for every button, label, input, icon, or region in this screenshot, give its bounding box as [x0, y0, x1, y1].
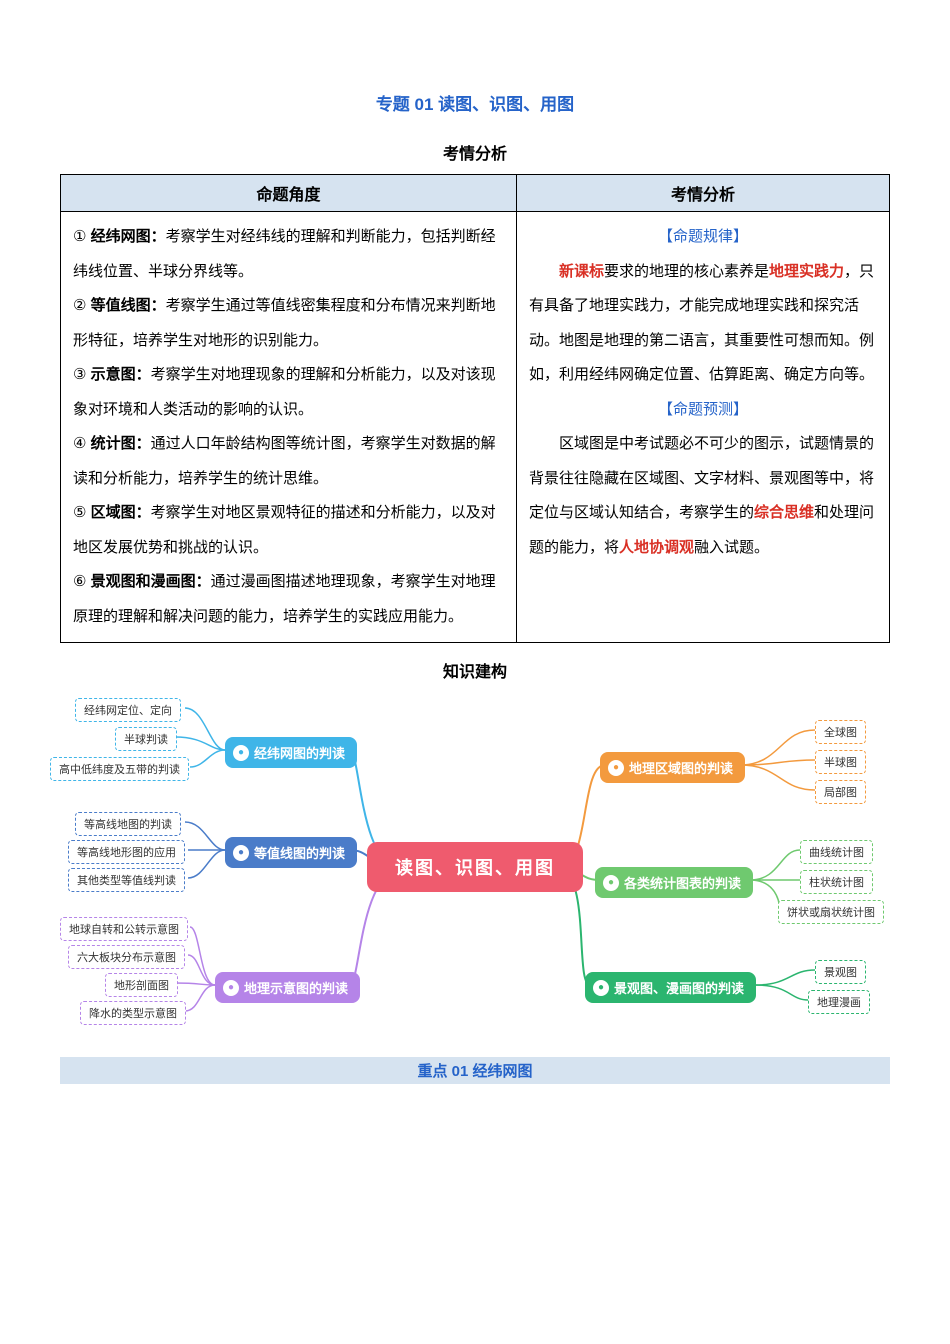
label-predict: 【命题预测】	[529, 393, 877, 428]
list-item: ⑤ 区域图：考察学生对地区景观特征的描述和分析能力，以及对地区发展优势和挑战的认…	[73, 496, 504, 565]
list-item: ① 经纬网图：考察学生对经纬线的理解和判断能力，包括判断经纬线位置、半球分界线等…	[73, 220, 504, 289]
mindmap-leaf: 地球自转和公转示意图	[60, 917, 188, 941]
node-icon: ●	[603, 875, 619, 891]
node-icon: ●	[233, 745, 249, 761]
mindmap-leaf: 曲线统计图	[800, 840, 873, 864]
node-label: 经纬网图的判读	[254, 743, 345, 762]
node-label: 等值线图的判读	[254, 843, 345, 862]
kw-shijianlii: 地理实践力	[769, 263, 844, 280]
node-icon: ●	[223, 980, 239, 996]
footer-keypoint: 重点 01 经纬网图	[60, 1057, 890, 1084]
mindmap-leaf: 地理漫画	[808, 990, 870, 1014]
kw-xinkebiao: 新课标	[559, 263, 604, 280]
mindmap-center: 读图、识图、用图	[367, 842, 583, 892]
p-rule: 新课标要求的地理的核心素养是地理实践力，只有具备了地理实践力，才能完成地理实践和…	[529, 255, 877, 393]
node-label: 地理区域图的判读	[629, 758, 733, 777]
mindmap-node: ● 地理示意图的判读	[215, 972, 360, 1003]
kw-zonghe: 综合思维	[754, 504, 814, 521]
th-left: 命题角度	[61, 175, 517, 212]
list-item: ③ 示意图：考察学生对地理现象的理解和分析能力，以及对该现象对环境和人类活动的影…	[73, 358, 504, 427]
txt: ，只有具备了地理实践力，才能完成地理实践和探究活动。地图是地理的第二语言，其重要…	[529, 263, 874, 384]
mindmap-node: ● 景观图、漫画图的判读	[585, 972, 756, 1003]
node-label: 地理示意图的判读	[244, 978, 348, 997]
mindmap-node: ● 等值线图的判读	[225, 837, 357, 868]
node-label: 景观图、漫画图的判读	[614, 978, 744, 997]
mindmap-leaf: 降水的类型示意图	[80, 1001, 186, 1025]
txt: 要求的地理的核心素养是	[604, 263, 769, 280]
th-right: 考情分析	[516, 175, 889, 212]
mindmap-leaf: 其他类型等值线判读	[68, 868, 185, 892]
mindmap-leaf: 局部图	[815, 780, 866, 804]
node-icon: ●	[608, 760, 624, 776]
mindmap-node: ● 经纬网图的判读	[225, 737, 357, 768]
mindmap-leaf: 地形剖面图	[105, 973, 178, 997]
mindmap-leaf: 柱状统计图	[800, 870, 873, 894]
mindmap: 读图、识图、用图 ● 经纬网图的判读 ● 等值线图的判读 ● 地理示意图的判读 ● 地理区域图…	[60, 692, 890, 1042]
txt: 融入试题。	[694, 539, 769, 556]
list-item: ④ 统计图：通过人口年龄结构图等统计图，考察学生对数据的解读和分析能力，培养学生…	[73, 427, 504, 496]
section-exam-analysis: 考情分析	[60, 140, 890, 164]
section-knowledge: 知识建构	[60, 658, 890, 682]
mindmap-leaf: 景观图	[815, 960, 866, 984]
td-left: ① 经纬网图：考察学生对经纬线的理解和判断能力，包括判断经纬线位置、半球分界线等…	[61, 212, 517, 643]
mindmap-leaf: 高中低纬度及五带的判读	[50, 757, 189, 781]
mindmap-leaf: 经纬网定位、定向	[75, 698, 181, 722]
mindmap-leaf: 等高线地形图的应用	[68, 840, 185, 864]
list-item: ② 等值线图：考察学生通过等值线密集程度和分布情况来判断地形特征，培养学生对地形…	[73, 289, 504, 358]
node-icon: ●	[593, 980, 609, 996]
mindmap-leaf: 等高线地图的判读	[75, 812, 181, 836]
page-title: 专题 01 读图、识图、用图	[60, 90, 890, 115]
label-rule: 【命题规律】	[529, 220, 877, 255]
node-icon: ●	[233, 845, 249, 861]
mindmap-leaf: 半球图	[815, 750, 866, 774]
analysis-table: 命题角度 考情分析 ① 经纬网图：考察学生对经纬线的理解和判断能力，包括判断经纬…	[60, 174, 890, 643]
node-label: 各类统计图表的判读	[624, 873, 741, 892]
mindmap-leaf: 半球判读	[115, 727, 177, 751]
p-predict: 区域图是中考试题必不可少的图示，试题情景的背景往往隐藏在区域图、文字材料、景观图…	[529, 427, 877, 565]
mindmap-leaf: 全球图	[815, 720, 866, 744]
kw-rendi: 人地协调观	[619, 539, 694, 556]
td-right: 【命题规律】 新课标要求的地理的核心素养是地理实践力，只有具备了地理实践力，才能…	[516, 212, 889, 643]
mindmap-leaf: 饼状或扇状统计图	[778, 900, 884, 924]
mindmap-node: ● 地理区域图的判读	[600, 752, 745, 783]
footer-text: 重点 01 经纬网图	[417, 1063, 532, 1080]
mindmap-node: ● 各类统计图表的判读	[595, 867, 753, 898]
list-item: ⑥ 景观图和漫画图：通过漫画图描述地理现象，考察学生对地理原理的理解和解决问题的…	[73, 565, 504, 634]
mindmap-leaf: 六大板块分布示意图	[68, 945, 185, 969]
